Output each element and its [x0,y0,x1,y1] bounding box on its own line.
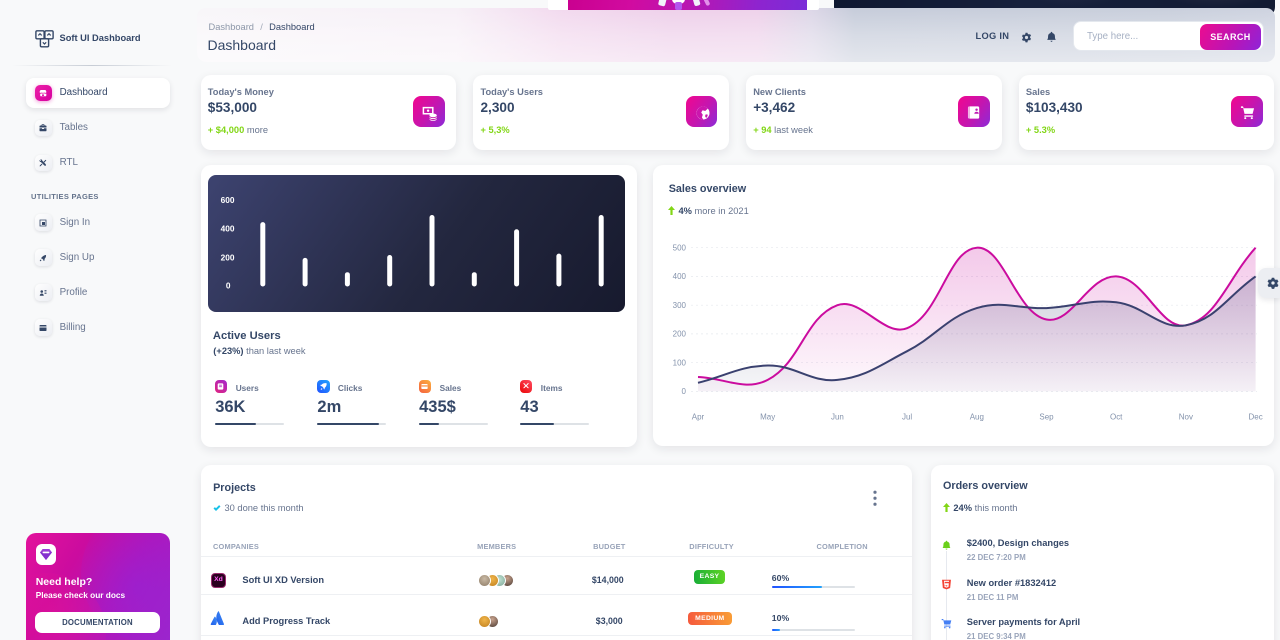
svg-text:Sep: Sep [1040,412,1055,421]
svg-text:Dec: Dec [1249,412,1263,421]
svg-text:Jun: Jun [831,412,844,421]
svg-text:Aug: Aug [970,412,984,421]
svg-text:600: 600 [220,195,234,205]
svg-text:400: 400 [220,223,234,233]
svg-text:Apr: Apr [692,412,705,421]
svg-text:500: 500 [673,244,687,253]
svg-text:200: 200 [673,330,687,339]
svg-text:200: 200 [220,252,234,262]
svg-text:400: 400 [673,272,687,281]
svg-text:100: 100 [673,358,687,367]
svg-text:0: 0 [682,387,687,396]
svg-text:Nov: Nov [1179,412,1193,421]
svg-text:300: 300 [673,301,687,310]
svg-text:Oct: Oct [1110,412,1123,421]
svg-text:Jul: Jul [902,412,912,421]
svg-text:0: 0 [226,280,231,290]
svg-text:May: May [760,412,775,421]
